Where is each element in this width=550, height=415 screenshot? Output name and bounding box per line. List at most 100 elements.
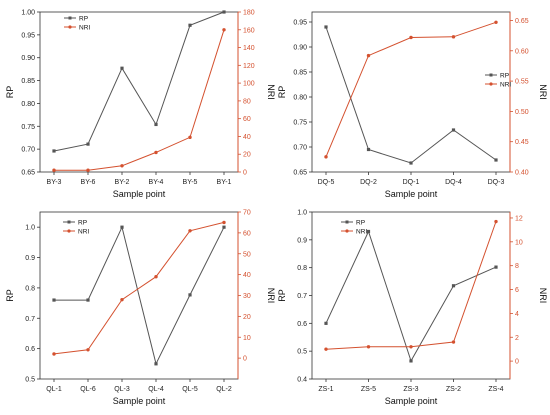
legend-label: NRI — [78, 229, 89, 236]
series-line-nri — [325, 21, 497, 157]
right-tick-label: 20 — [243, 152, 251, 159]
x-tick-label: BY-1 — [217, 179, 232, 186]
data-point-nri — [154, 275, 158, 279]
series-line-nri — [53, 221, 225, 355]
data-point-nri — [52, 168, 56, 172]
right-tick-label: 50 — [243, 251, 251, 258]
data-point-rp — [154, 122, 158, 127]
legend-marker — [68, 25, 72, 29]
right-tick-label: 40 — [243, 272, 251, 279]
x-axis-label: Sample point — [385, 396, 438, 406]
legend-label: RP — [78, 220, 87, 227]
data-point-nri — [494, 219, 498, 224]
x-axis-label: Sample point — [113, 396, 166, 406]
right-tick-label: 140 — [243, 45, 255, 52]
series-line-rp — [325, 230, 497, 363]
right-tick-label: 20 — [243, 314, 251, 321]
right-axis-label: NRI — [266, 84, 276, 100]
data-point-rp — [494, 158, 498, 162]
legend-label: NRI — [79, 25, 90, 32]
left-tick-label: 0.70 — [21, 147, 35, 154]
legend: RP NRI — [485, 73, 511, 89]
left-tick-label: 0.90 — [21, 55, 35, 62]
left-tick-label: 1.0 — [297, 210, 307, 217]
right-tick-label: 0.60 — [515, 48, 529, 55]
left-tick-label: 0.8 — [297, 265, 307, 272]
data-point-rp — [120, 225, 124, 229]
right-tick-label: 0 — [243, 170, 247, 177]
x-tick-label: BY-2 — [115, 179, 130, 186]
right-tick-label: 2 — [515, 335, 519, 342]
right-axis-label: NRI — [538, 84, 548, 100]
legend-marker — [345, 229, 349, 233]
legend-label: RP — [356, 220, 365, 227]
series-nri — [52, 28, 226, 172]
series-nri — [52, 220, 226, 356]
left-tick-label: 0.65 — [21, 170, 35, 177]
series-line-nri — [325, 221, 497, 350]
right-tick-label: 12 — [515, 215, 523, 222]
x-tick-label: BY-4 — [149, 179, 164, 186]
x-tick-label: BY-5 — [183, 179, 198, 186]
chart-panel-2: 0.65 0.70 0.75 0.80 0.85 0.90 0.95 0.40 0.45 0.50… — [277, 11, 548, 199]
legend: RP NRI — [341, 220, 367, 236]
legend-marker — [67, 229, 71, 233]
data-point-nri — [154, 150, 158, 155]
right-tick-label: 4 — [515, 311, 519, 318]
data-point-nri — [222, 220, 226, 225]
legend: RP NRI — [64, 16, 90, 32]
data-point-rp — [222, 10, 226, 14]
legend-marker — [489, 73, 493, 77]
left-tick-label: 0.75 — [21, 124, 35, 131]
left-axis-label: RP — [5, 289, 15, 302]
chart-panel-4: 0.4 0.5 0.6 0.7 0.8 0.9 1.0 0 2 4 6 8 10 12 ZS-1 ZS-5 ZS… — [277, 210, 548, 407]
data-point-nri — [120, 297, 124, 302]
right-tick-label: 100 — [243, 81, 255, 88]
right-tick-label: 0.45 — [515, 139, 529, 146]
right-tick-label: 30 — [243, 293, 251, 300]
data-point-rp — [366, 229, 371, 234]
data-point-nri — [222, 28, 226, 32]
x-tick-label: DQ-4 — [445, 179, 462, 186]
left-tick-label: 0.85 — [293, 70, 307, 77]
data-point-rp — [366, 147, 371, 152]
x-axis-label: Sample point — [113, 189, 166, 199]
chart-panel-3: 0.5 0.6 0.7 0.8 0.9 1.0 0 10 20 30 40 50 60 70 QL-1 QL-… — [5, 210, 276, 407]
left-axis-label: RP — [277, 86, 287, 99]
left-tick-label: 0.9 — [25, 255, 35, 262]
x-tick-label: BY-6 — [81, 179, 96, 186]
data-point-rp — [52, 298, 56, 302]
left-tick-label: 0.75 — [293, 120, 307, 127]
x-axis-label: Sample point — [385, 189, 438, 199]
right-tick-label: 8 — [515, 263, 519, 270]
data-point-nri — [188, 135, 192, 140]
left-tick-label: 0.95 — [293, 20, 307, 27]
legend-marker — [67, 220, 71, 224]
right-tick-label: 120 — [243, 63, 255, 70]
right-tick-label: 0.50 — [515, 109, 529, 116]
right-tick-label: 160 — [243, 27, 255, 34]
left-tick-label: 0.5 — [25, 377, 35, 384]
data-point-nri — [324, 347, 328, 351]
series-line-rp — [53, 11, 225, 152]
x-tick-label: ZS-1 — [318, 386, 333, 393]
right-tick-label: 180 — [243, 10, 255, 17]
data-point-rp — [409, 359, 413, 363]
right-tick-label: 10 — [243, 335, 251, 342]
data-point-nri — [188, 229, 192, 233]
data-point-nri — [324, 155, 328, 159]
left-tick-label: 1.00 — [21, 10, 35, 17]
x-tick-label: DQ-1 — [403, 179, 420, 186]
right-axis-label: NRI — [266, 288, 276, 304]
series-nri — [324, 219, 498, 351]
series-line-rp — [54, 225, 225, 366]
left-tick-label: 0.9 — [297, 237, 307, 244]
right-tick-label: 10 — [515, 239, 523, 246]
series-rp — [324, 25, 498, 165]
left-tick-label: 0.95 — [21, 32, 35, 39]
right-tick-label: 0.65 — [515, 18, 529, 25]
x-tick-label: ZS-4 — [488, 386, 503, 393]
data-point-rp — [188, 23, 192, 27]
left-tick-label: 0.65 — [293, 170, 307, 177]
